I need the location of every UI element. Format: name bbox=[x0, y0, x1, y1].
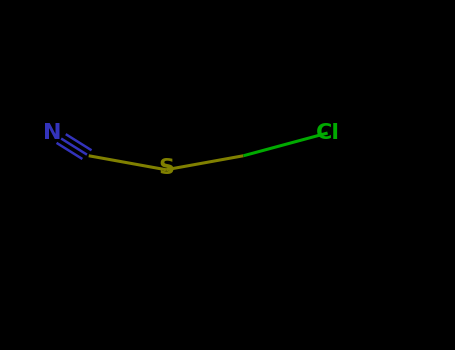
Text: Cl: Cl bbox=[316, 123, 339, 143]
Text: N: N bbox=[43, 123, 61, 143]
Text: S: S bbox=[158, 158, 174, 178]
